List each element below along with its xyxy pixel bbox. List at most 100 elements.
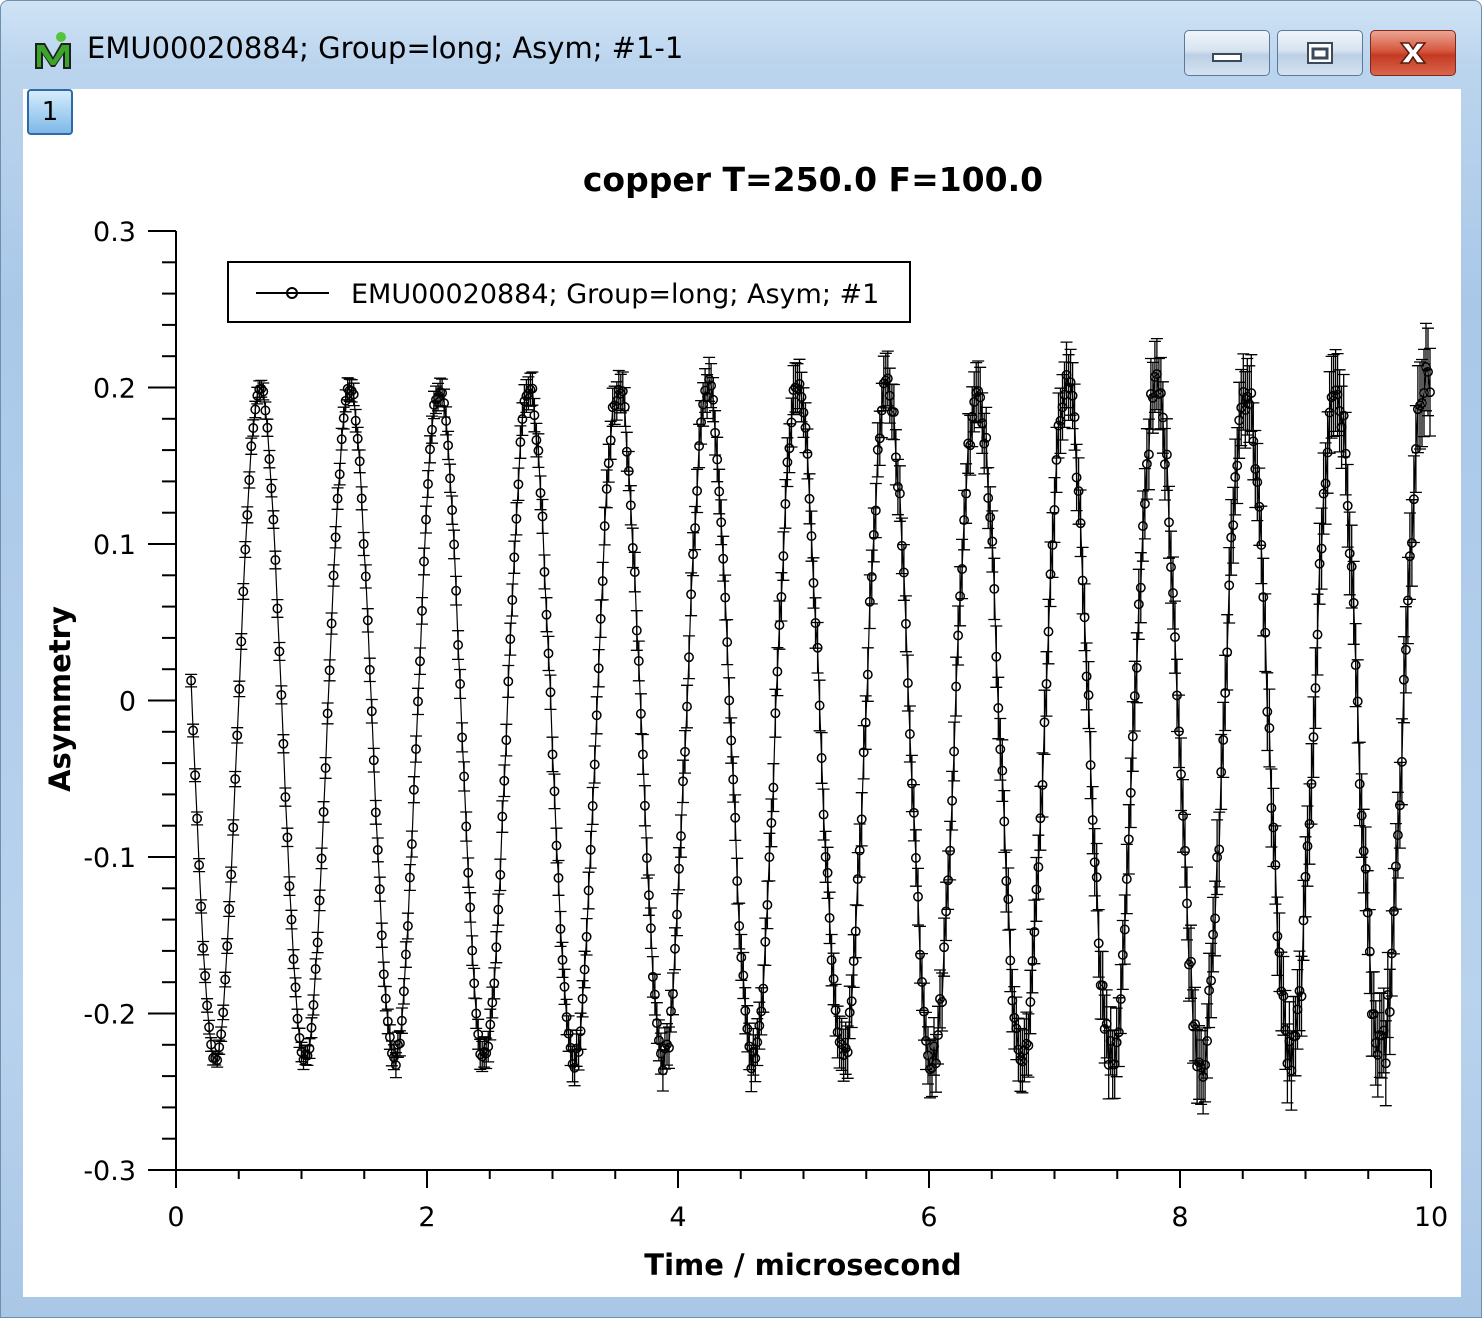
error-bar [1207,896,1220,973]
data-point [234,683,245,694]
data-point [1210,913,1221,924]
error-bar [494,858,507,892]
data-point [527,383,538,394]
data-point [348,389,359,400]
data-point [1023,1040,1034,1051]
data-point [764,852,775,863]
error-bar [239,540,252,559]
data-point [288,954,299,965]
data-point [902,678,913,689]
error-bar [446,495,459,525]
data-point [260,405,271,416]
error-bar [624,485,637,526]
plot-area-container: 0 2 4 6 8 10 0.3 0.2 0.1 0 -0.1 -0.2 -0.3 copper T=2… [23,89,1461,1297]
data-point [561,1012,572,1023]
error-bar [512,467,525,502]
error-bar [315,847,328,870]
data-point [1300,871,1311,882]
data-point [1344,548,1355,559]
error-bar [395,1007,408,1034]
data-point [1396,756,1407,767]
data-point [806,531,817,542]
data-point [1027,956,1038,967]
data-point [1123,834,1134,845]
close-button[interactable] [1370,30,1456,76]
data-point [1220,687,1231,698]
error-bar [687,532,700,577]
error-bar [1000,849,1013,913]
data-point [625,500,636,511]
data-point [415,656,425,667]
data-point [455,679,466,689]
data-point [539,566,550,577]
data-point [796,392,807,402]
data-point [408,784,419,795]
error-bar [261,418,274,437]
error-bar [1175,737,1187,812]
data-point [192,813,203,824]
data-point [411,744,421,755]
error-bar [1032,834,1045,900]
error-bar [1116,919,1129,991]
error-bar [361,608,374,633]
data-point [1380,1058,1391,1069]
data-point [690,523,701,534]
data-point [782,457,793,468]
error-bar [779,478,792,529]
data-point [262,422,273,433]
error-bar [1074,489,1087,558]
error-bar [899,595,912,653]
data-point [555,923,566,934]
data-point [633,656,644,666]
error-bar [424,435,436,464]
data-point [396,1015,407,1026]
error-bar [1122,804,1135,875]
tab-1[interactable]: 1 [27,89,73,135]
data-point [1310,683,1321,694]
data-point [1075,518,1086,529]
error-bar [903,705,916,763]
data-point [1302,841,1313,852]
error-bar [279,787,292,807]
chart[interactable]: 0 2 4 6 8 10 0.3 0.2 0.1 0 -0.1 -0.2 -0.3 copper T=2… [23,89,1461,1297]
error-bar [1309,647,1322,730]
data-point [866,572,877,582]
data-point [987,536,998,547]
data-point [338,413,349,424]
error-bar [827,952,840,1006]
legend[interactable]: EMU00020884; Group=long; Asym; #1 [227,261,911,323]
data-point [196,901,207,912]
error-bar [534,475,547,511]
data-point [531,435,542,446]
data-point [682,701,692,712]
error-bar [448,529,461,560]
error-bar [1311,593,1324,676]
error-bar [1040,651,1053,717]
error-bar [1345,524,1358,609]
data-point [1246,388,1257,399]
error-bar [407,776,420,804]
maximize-button[interactable] [1277,30,1363,76]
data-point [1021,1038,1032,1049]
data-point [872,444,883,455]
error-bar [548,773,561,810]
error-bar [855,792,868,847]
title-bar[interactable]: EMU00020884; Group=long; Asym; #1-1 [1,1,1481,89]
data-point [1081,671,1092,682]
minimize-button[interactable] [1184,30,1270,76]
data-point [368,755,379,766]
error-bar [1078,583,1091,652]
error-bar [584,830,597,869]
error-bar [887,383,900,441]
data-point [316,853,327,864]
error-bar [369,799,382,825]
data-point [557,954,568,965]
data-point [1230,472,1241,482]
error-bar [863,574,876,630]
data-point [637,749,648,760]
data-point [605,435,616,446]
data-point [714,486,725,497]
data-point [376,930,387,941]
error-bar [303,1038,316,1060]
data-point [441,415,452,426]
